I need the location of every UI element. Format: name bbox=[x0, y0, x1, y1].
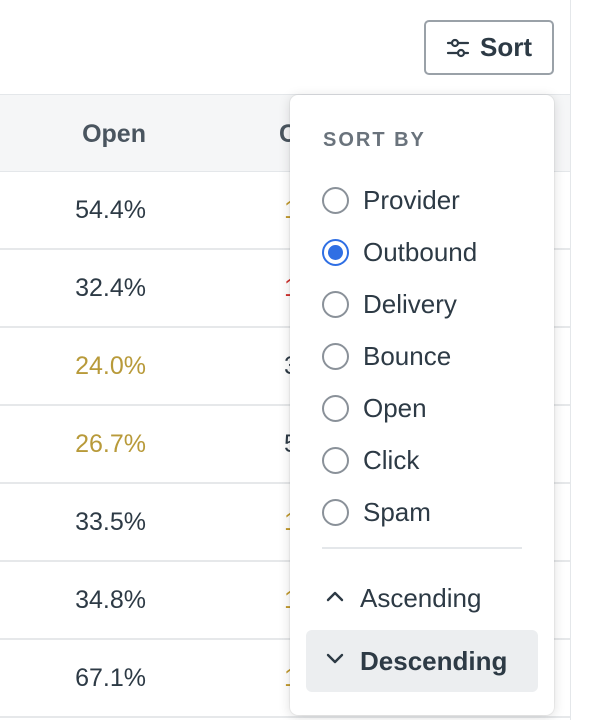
descending-option[interactable]: Descending bbox=[306, 630, 538, 692]
chevron-down-icon bbox=[324, 652, 346, 671]
chevron-up-icon bbox=[324, 589, 346, 608]
panel-border bbox=[570, 0, 571, 720]
sort-button-label: Sort bbox=[480, 32, 532, 62]
radio-button[interactable] bbox=[322, 342, 349, 370]
ascending-option[interactable]: Ascending bbox=[306, 567, 538, 629]
sort-option-label: Delivery bbox=[363, 288, 457, 319]
radio-button[interactable] bbox=[322, 290, 349, 318]
open-rate-cell: 26.7% bbox=[75, 430, 146, 458]
ascending-label: Ascending bbox=[360, 582, 482, 613]
sort-option-label: Open bbox=[363, 392, 427, 423]
open-rate-cell: 33.5% bbox=[75, 508, 146, 536]
sort-option-label: Outbound bbox=[363, 236, 478, 267]
sort-option-label: Click bbox=[363, 444, 420, 475]
sort-dropdown: SORT BY Provider Outbound Delivery Bounce Op… bbox=[290, 95, 554, 715]
radio-button[interactable] bbox=[322, 498, 349, 526]
open-rate-cell: 67.1% bbox=[75, 664, 146, 692]
radio-button[interactable] bbox=[322, 238, 349, 266]
sort-option-delivery[interactable]: Delivery bbox=[322, 288, 457, 320]
sort-option-spam[interactable]: Spam bbox=[322, 496, 431, 528]
sort-option-open[interactable]: Open bbox=[322, 392, 427, 424]
column-header-open[interactable]: Open bbox=[82, 120, 146, 148]
sort-option-outbound[interactable]: Outbound bbox=[322, 236, 477, 268]
radio-button[interactable] bbox=[322, 186, 349, 214]
sort-option-label: Spam bbox=[363, 496, 431, 527]
sort-option-label: Provider bbox=[363, 184, 460, 215]
descending-label: Descending bbox=[360, 645, 508, 676]
radio-button[interactable] bbox=[322, 394, 349, 422]
sliders-icon bbox=[446, 37, 470, 59]
sort-option-click[interactable]: Click bbox=[322, 444, 419, 476]
sort-by-heading: SORT BY bbox=[323, 129, 426, 151]
open-rate-cell: 24.0% bbox=[75, 352, 146, 380]
radio-button[interactable] bbox=[322, 446, 349, 474]
sort-option-bounce[interactable]: Bounce bbox=[322, 340, 451, 372]
open-rate-cell: 54.4% bbox=[75, 196, 146, 224]
sort-option-label: Bounce bbox=[363, 340, 452, 371]
open-rate-cell: 32.4% bbox=[75, 274, 146, 302]
table-row[interactable]: 33.5%1 bbox=[0, 484, 570, 562]
sort-button[interactable]: Sort bbox=[424, 20, 554, 75]
sort-option-provider[interactable]: Provider bbox=[322, 184, 460, 216]
divider bbox=[322, 547, 522, 549]
open-rate-cell: 34.8% bbox=[75, 586, 146, 614]
